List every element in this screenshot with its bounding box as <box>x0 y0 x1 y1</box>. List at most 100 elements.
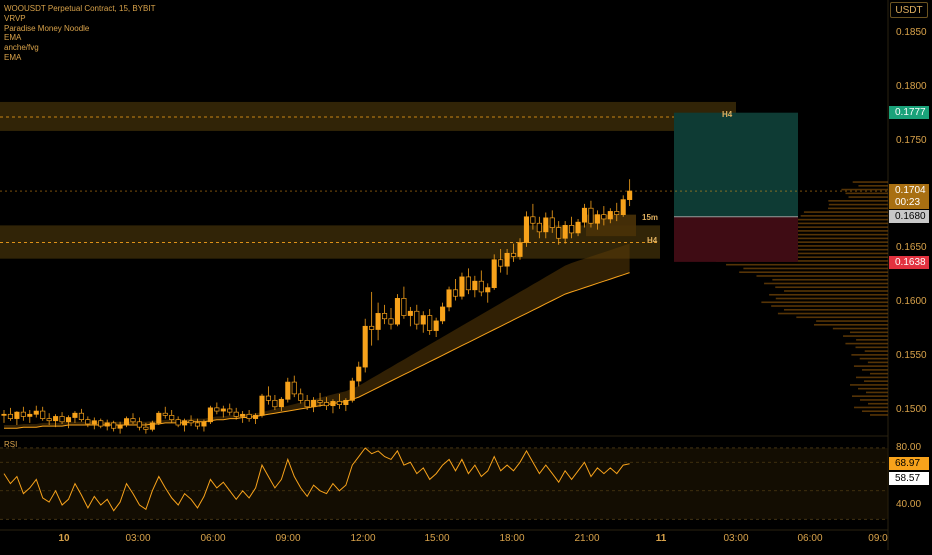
candle-body[interactable] <box>304 399 310 408</box>
candle-body[interactable] <box>59 416 65 423</box>
indicator-ema[interactable]: EMA <box>4 33 22 43</box>
candle-body[interactable] <box>317 399 323 403</box>
candle-body[interactable] <box>7 413 14 419</box>
candle-body[interactable] <box>382 313 388 320</box>
candle-body[interactable] <box>233 411 239 417</box>
candle-body[interactable] <box>472 280 478 291</box>
candle-body[interactable] <box>356 366 362 382</box>
candle-body[interactable] <box>143 426 149 430</box>
candle-body[interactable] <box>349 380 355 401</box>
candle-body[interactable] <box>253 415 259 419</box>
candle-body[interactable] <box>201 421 207 427</box>
candle-body[interactable] <box>575 221 581 234</box>
candle-body[interactable] <box>440 306 446 322</box>
symbol-title[interactable]: WOOUSDT Perpetual Contract, 15, BYBIT <box>4 4 156 13</box>
candle-body[interactable] <box>14 411 20 419</box>
candle-body[interactable] <box>33 410 39 415</box>
indicator-ema-2[interactable]: EMA <box>4 52 22 62</box>
candle-body[interactable] <box>246 413 252 419</box>
candle-body[interactable] <box>207 407 213 423</box>
candle-body[interactable] <box>369 325 375 330</box>
candle-body[interactable] <box>149 422 155 430</box>
candle-body[interactable] <box>414 310 420 325</box>
candle-body[interactable] <box>465 276 471 291</box>
indicator-noodle[interactable]: Paradise Money Noodle <box>4 23 90 33</box>
candle-body[interactable] <box>614 211 620 216</box>
candle-body[interactable] <box>272 399 278 408</box>
candle-body[interactable] <box>136 421 143 428</box>
candle-body[interactable] <box>323 402 330 407</box>
candle-body[interactable] <box>394 298 401 325</box>
noodle-ribbon[interactable] <box>4 243 630 429</box>
candle-body[interactable] <box>111 422 117 429</box>
candle-body[interactable] <box>259 395 265 416</box>
candle-body[interactable] <box>401 298 407 316</box>
candle-body[interactable] <box>407 310 413 316</box>
candle-body[interactable] <box>620 199 626 216</box>
candle-body[interactable] <box>285 381 291 400</box>
candle-body[interactable] <box>459 276 465 297</box>
candle-body[interactable] <box>549 217 555 228</box>
candle-body[interactable] <box>130 418 136 423</box>
candle-body[interactable] <box>220 408 226 412</box>
candle-body[interactable] <box>78 412 84 421</box>
candle-body[interactable] <box>265 395 272 401</box>
candle-body[interactable] <box>40 410 46 419</box>
candle-body[interactable] <box>98 420 104 427</box>
candle-body[interactable] <box>117 424 123 429</box>
candle-body[interactable] <box>65 417 72 423</box>
candle-body[interactable] <box>556 227 562 239</box>
candle-body[interactable] <box>581 207 588 223</box>
candle-body[interactable] <box>188 420 194 424</box>
candle-body[interactable] <box>375 313 381 330</box>
candle-body[interactable] <box>169 415 175 421</box>
candle-body[interactable] <box>536 222 542 233</box>
candle-body[interactable] <box>601 214 607 220</box>
candle-body[interactable] <box>1 413 7 416</box>
candle-body[interactable] <box>298 393 304 401</box>
candle-body[interactable] <box>498 259 504 267</box>
candle-body[interactable] <box>433 320 439 331</box>
stop-loss-box[interactable] <box>674 216 798 262</box>
candle-body[interactable] <box>446 289 452 308</box>
candle-body[interactable] <box>162 412 168 416</box>
indicator-fvg[interactable]: anche/fvg <box>4 43 39 53</box>
take-profit-box[interactable] <box>674 112 798 217</box>
candle-body[interactable] <box>291 381 297 395</box>
candle-body[interactable] <box>194 422 201 427</box>
candle-body[interactable] <box>330 401 336 407</box>
candle-body[interactable] <box>362 325 368 368</box>
candle-body[interactable] <box>343 399 349 405</box>
candle-body[interactable] <box>72 412 78 418</box>
candle-body[interactable] <box>478 280 484 293</box>
candle-body[interactable] <box>427 315 433 331</box>
candle-body[interactable] <box>420 315 426 325</box>
candle-body[interactable] <box>311 399 317 408</box>
candle-body[interactable] <box>175 419 181 426</box>
candle-body[interactable] <box>104 422 110 427</box>
candle-body[interactable] <box>156 412 162 424</box>
currency-button[interactable]: USDT <box>890 2 928 18</box>
candle-body[interactable] <box>278 398 284 408</box>
rsi-line[interactable] <box>3 447 630 512</box>
h4-upper-zone[interactable] <box>0 101 736 131</box>
candle-body[interactable] <box>523 216 530 243</box>
candle-body[interactable] <box>562 225 568 239</box>
indicator-vrvp[interactable]: VRVP <box>4 13 26 23</box>
candle-body[interactable] <box>607 211 613 220</box>
candle-body[interactable] <box>240 413 246 417</box>
candle-body[interactable] <box>491 259 497 288</box>
candle-body[interactable] <box>85 419 91 425</box>
candle-body[interactable] <box>336 401 342 405</box>
candle-body[interactable] <box>543 217 549 233</box>
candle-body[interactable] <box>227 408 233 413</box>
candle-body[interactable] <box>504 252 510 267</box>
rsi-pane-label[interactable]: RSI <box>4 440 18 449</box>
candle-body[interactable] <box>123 418 130 426</box>
candle-body[interactable] <box>182 420 188 426</box>
candle-body[interactable] <box>214 407 220 412</box>
candle-body[interactable] <box>46 418 52 422</box>
candle-body[interactable] <box>53 416 59 422</box>
